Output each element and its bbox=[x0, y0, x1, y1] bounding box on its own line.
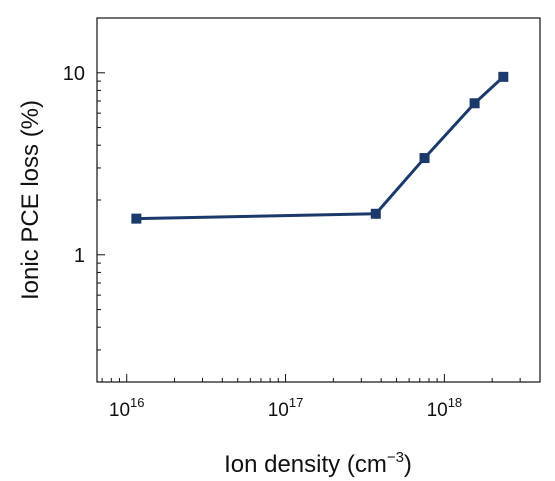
y-tick-label: 1 bbox=[74, 245, 85, 267]
series-line bbox=[136, 75, 505, 221]
series-layer bbox=[131, 71, 509, 224]
x-tick-label: 1017 bbox=[268, 395, 304, 421]
data-point bbox=[131, 213, 142, 224]
x-axis-label-close: ) bbox=[404, 451, 412, 478]
data-point bbox=[370, 208, 381, 219]
data-point bbox=[498, 71, 509, 82]
y-tick-label: 10 bbox=[63, 63, 85, 85]
x-tick-label: 1016 bbox=[109, 395, 145, 421]
plot-frame bbox=[96, 17, 541, 383]
tick-labels: 1016 1017 1018 1 10 bbox=[63, 63, 462, 421]
x-tick-label: 1018 bbox=[427, 395, 463, 421]
data-point bbox=[419, 153, 430, 164]
ticks bbox=[97, 17, 541, 383]
data-point bbox=[469, 98, 480, 109]
x-axis-label: Ion density (cm−3) bbox=[224, 449, 412, 478]
y-axis-label: Ionic PCE loss (%) bbox=[17, 100, 44, 300]
x-axis-label-main: Ion density (cm bbox=[224, 451, 387, 478]
x-axis-label-sup: −3 bbox=[387, 449, 404, 466]
